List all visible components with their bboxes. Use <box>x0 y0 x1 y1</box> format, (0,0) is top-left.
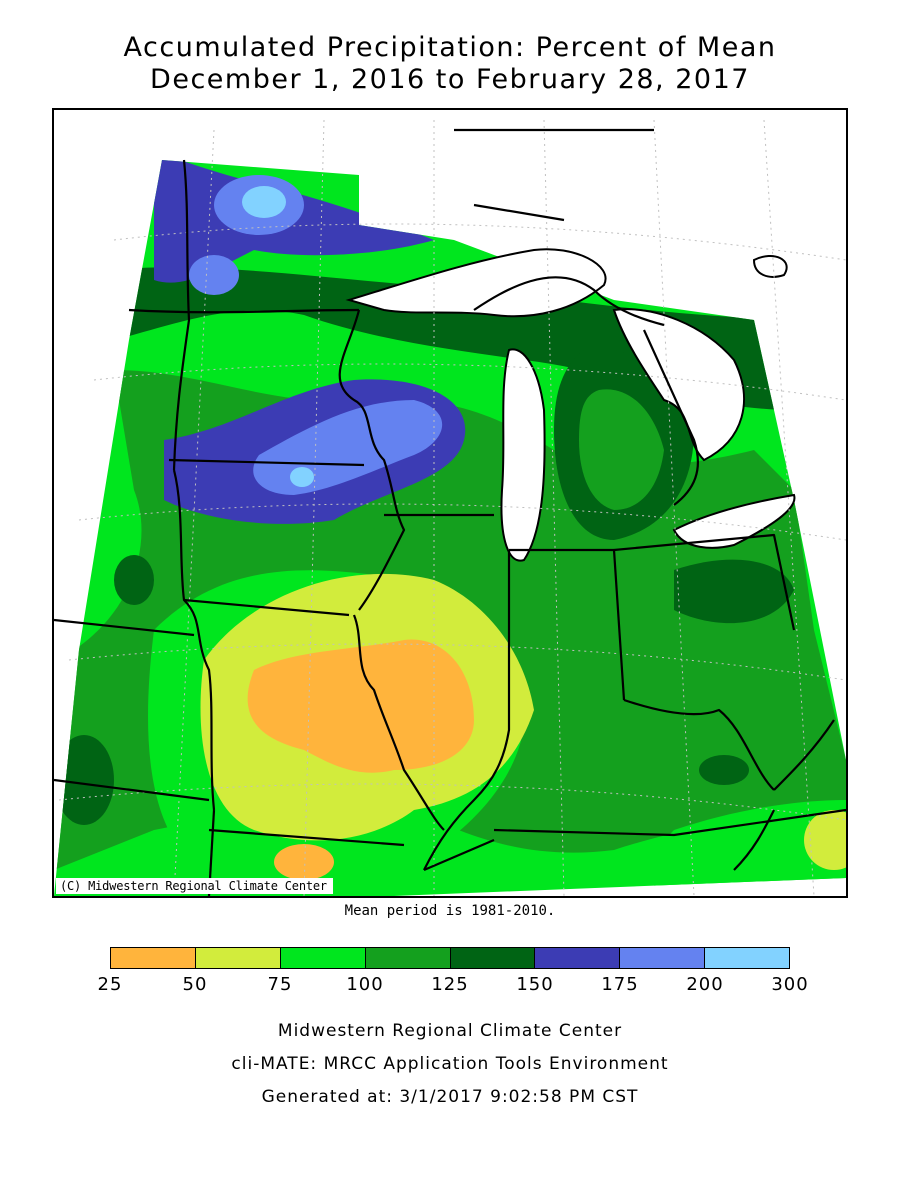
border-mn-ia <box>168 458 365 467</box>
copyright-label: (C) Midwestern Regional Climate Center <box>56 878 333 894</box>
map-title-line1: Accumulated Precipitation: Percent of Me… <box>123 32 777 63</box>
legend-swatch-100-125 <box>365 948 451 968</box>
zone-25-50-arkansas-border <box>274 844 334 880</box>
legend-swatch-125-150 <box>450 948 536 968</box>
border-wv <box>773 719 835 791</box>
lake-erie <box>672 493 796 549</box>
zone-125-150-iowa-west <box>114 555 154 605</box>
graticule <box>58 119 846 896</box>
state-borders <box>54 128 846 896</box>
precipitation-map: (C) Midwestern Regional Climate Center <box>52 108 848 898</box>
zone-200-300-mn <box>290 467 314 487</box>
legend-tick-100: 100 <box>346 974 384 995</box>
legend-swatch-50-75 <box>195 948 281 968</box>
border-il-in <box>423 550 511 871</box>
border-sd-nd <box>128 308 360 314</box>
border-ia-mo <box>183 598 350 617</box>
lake-huron <box>612 308 745 462</box>
border-mo-tn <box>423 838 495 872</box>
border-mn-wi-ia-il <box>338 309 406 611</box>
legend-swatch-75-100 <box>280 948 366 968</box>
legend-swatch-25-50 <box>111 948 196 968</box>
zone-200-300-arrowhead <box>242 186 286 218</box>
zone-125-150-ohio <box>674 559 794 624</box>
border-canada-north <box>454 128 654 222</box>
border-ne-ks <box>54 618 195 637</box>
border-up-michigan <box>473 276 665 327</box>
zone-125-150-sw <box>54 735 114 825</box>
border-ky-oh <box>623 698 775 791</box>
great-lakes <box>345 248 796 562</box>
border-il-mo <box>352 614 445 831</box>
map-title-line2: December 1, 2016 to February 28, 2017 <box>150 64 750 95</box>
border-ks-ok <box>54 778 210 802</box>
zone-100-125-michigan <box>579 389 664 510</box>
border-mo-ar <box>208 828 405 847</box>
legend-swatch-200-300 <box>705 948 789 968</box>
lake-ontario-edge <box>752 255 788 278</box>
zone-125-150-kentucky-east <box>699 755 749 785</box>
legend-tick-75: 75 <box>267 974 293 995</box>
border-ia-ne <box>172 469 216 811</box>
legend-tick-200: 200 <box>686 974 724 995</box>
color-legend-bar <box>110 947 790 969</box>
legend-tick-175: 175 <box>601 974 639 995</box>
mean-period-note: Mean period is 1981-2010. <box>344 903 556 919</box>
zone-175-200-nw-mn <box>189 255 239 295</box>
footer-tool: cli-MATE: MRCC Application Tools Environ… <box>231 1054 669 1074</box>
footer-org: Midwestern Regional Climate Center <box>277 1021 623 1041</box>
border-va-tn <box>733 809 775 871</box>
border-oh-mi-pa <box>613 533 796 631</box>
legend-swatch-150-175 <box>535 948 621 968</box>
zone-75-100-southeast <box>654 800 846 896</box>
zone-25-50-illinois-missouri <box>247 639 474 773</box>
border-mi-canada <box>642 329 699 506</box>
footer-generated: Generated at: 3/1/2017 9:02:58 PM CST <box>261 1087 639 1107</box>
border-mn-nd <box>172 159 191 471</box>
legend-tick-300: 300 <box>771 974 809 995</box>
border-ky-tn <box>493 808 846 837</box>
legend-tick-25: 25 <box>97 974 123 995</box>
map-canvas <box>54 119 846 896</box>
legend-tick-150: 150 <box>516 974 554 995</box>
color-legend-ticks: 25 50 75 100 125 150 175 200 300 <box>98 974 808 996</box>
lake-superior <box>345 248 607 318</box>
lake-michigan <box>500 348 546 562</box>
zone-50-75-southeast <box>804 810 846 870</box>
legend-tick-125: 125 <box>431 974 469 995</box>
legend-swatch-175-200 <box>620 948 706 968</box>
legend-tick-50: 50 <box>182 974 208 995</box>
precip-fill-layer <box>54 160 846 896</box>
